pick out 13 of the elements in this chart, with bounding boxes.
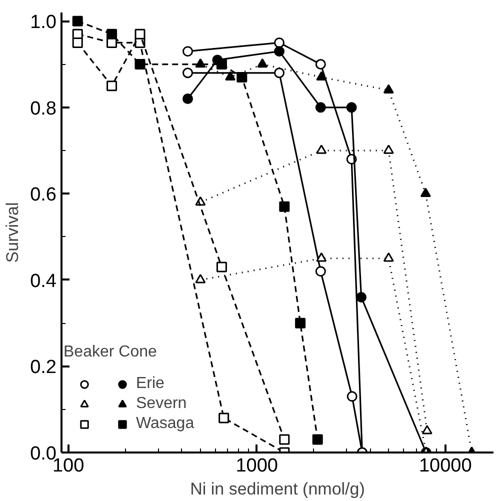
y-tick-label: 0.8 (30, 98, 57, 120)
x-axis-title: Ni in sediment (nmol/g) (190, 480, 365, 498)
legend-label: Severn (136, 394, 187, 414)
y-tick-label: 0.6 (30, 184, 57, 206)
y-tick-label: 0.2 (30, 357, 57, 378)
legend-label: Erie (136, 374, 164, 394)
y-tick-label: 1.0 (30, 12, 57, 34)
y-axis-title: Survival (3, 202, 22, 263)
y-tick-label: 0.4 (30, 270, 57, 292)
legend-label: Wasaga (136, 414, 194, 434)
x-tick-label: 10000 (418, 456, 472, 476)
x-tick-label: 1000 (236, 456, 278, 476)
legend-title: Beaker Cone (64, 344, 157, 360)
